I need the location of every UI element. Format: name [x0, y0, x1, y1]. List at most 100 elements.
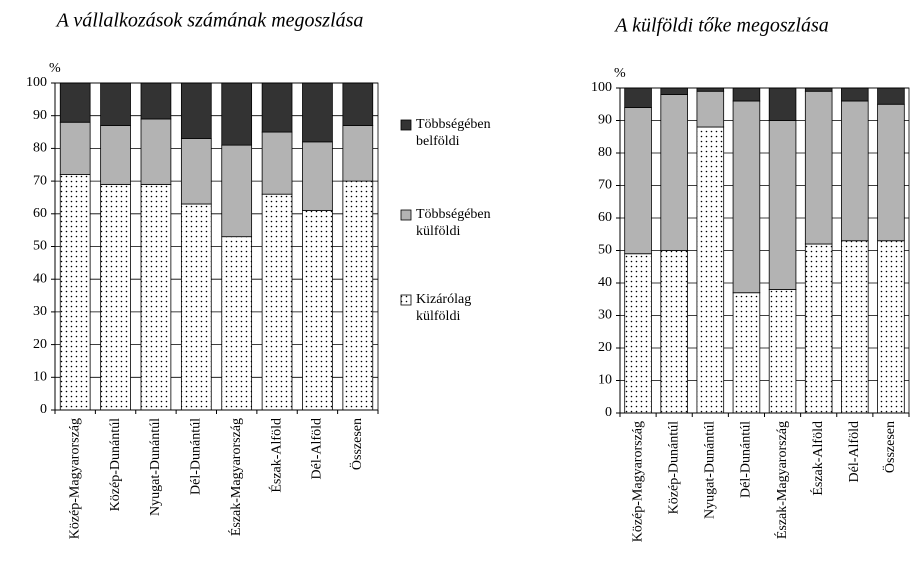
- x-tick-label: Nyugat-Dunántúl: [148, 418, 163, 516]
- x-tick-label: Közép-Dunántúl: [108, 418, 123, 511]
- y-tick-label: 90: [598, 113, 612, 128]
- y-tick-label: 10: [33, 370, 47, 385]
- bar-segment: [180, 82, 212, 139]
- bar-segment: [804, 243, 833, 414]
- y-axis-label: %: [614, 66, 626, 81]
- x-tick-label: Észak-Magyarország: [773, 421, 790, 539]
- y-tick-label: 80: [598, 145, 612, 160]
- bar-segment: [302, 210, 333, 411]
- x-tick-label: Közép-Magyarország: [630, 421, 645, 542]
- bar-segment: [261, 131, 293, 195]
- bar-segment: [140, 82, 172, 120]
- y-tick-label: 100: [591, 80, 612, 95]
- bar-segment: [221, 144, 253, 238]
- y-tick-label: 70: [598, 178, 612, 193]
- bar-segment: [180, 203, 212, 411]
- bar-segment: [624, 87, 652, 108]
- y-tick-label: 90: [33, 108, 47, 123]
- bar-segment: [140, 183, 172, 411]
- y-tick-label: 100: [26, 75, 47, 90]
- bar-segment: [342, 82, 374, 126]
- bar-segment: [59, 82, 91, 123]
- bar-segment: [877, 103, 905, 242]
- bar-segment: [841, 240, 869, 414]
- bar-segment: [180, 138, 212, 205]
- y-tick-label: 60: [33, 206, 47, 221]
- bar-segment: [804, 87, 833, 92]
- bar-segment: [302, 141, 333, 211]
- y-tick-label: 40: [598, 275, 612, 290]
- y-tick-label: 0: [605, 405, 612, 420]
- bar-segment: [624, 107, 652, 255]
- chart-title: A külföldi tőke megoszlása: [613, 15, 829, 37]
- x-tick-label: Dél-Alföld: [847, 421, 862, 482]
- x-tick-label: Dél-Alföld: [310, 418, 325, 479]
- bar-segment: [877, 240, 905, 414]
- bar-segment: [302, 82, 333, 143]
- x-tick-label: Közép-Magyarország: [67, 418, 82, 539]
- bar-segment: [732, 87, 761, 102]
- bar-segment: [261, 193, 293, 411]
- y-tick-label: 20: [33, 337, 47, 352]
- bar-segment: [768, 87, 797, 121]
- y-tick-label: 30: [33, 304, 47, 319]
- x-tick-label: Észak-Alföld: [267, 418, 284, 493]
- bar-segment: [696, 126, 725, 414]
- y-tick-label: 40: [33, 271, 47, 286]
- y-tick-label: 80: [33, 141, 47, 156]
- bar-segment: [100, 82, 131, 126]
- bar-segment: [696, 87, 725, 92]
- chart-title: A vállalkozások számának megoszlása: [55, 10, 364, 32]
- bar-segment: [342, 180, 374, 411]
- bar-segment: [696, 90, 725, 128]
- y-tick-label: 70: [33, 173, 47, 188]
- y-tick-label: 10: [598, 373, 612, 388]
- x-tick-label: Dél-Dunántúl: [739, 421, 754, 498]
- bar-segment: [140, 118, 172, 185]
- y-axis-label: %: [49, 61, 61, 76]
- bar-segment: [660, 87, 688, 95]
- legend-swatch: [400, 119, 412, 131]
- bar-segment: [732, 292, 761, 414]
- bar-segment: [660, 250, 688, 414]
- legend-label: Többségében belföldi: [416, 117, 491, 149]
- bar-segment: [768, 120, 797, 290]
- y-tick-label: 50: [598, 243, 612, 258]
- y-tick-label: 50: [33, 239, 47, 254]
- legend-swatch: [400, 294, 412, 306]
- y-tick-label: 20: [598, 340, 612, 355]
- x-tick-label: Közép-Dunántúl: [666, 421, 681, 514]
- bar-segment: [877, 87, 905, 105]
- x-tick-label: Összesen: [348, 418, 365, 470]
- bar-segment: [100, 125, 131, 185]
- bar-segment: [221, 236, 253, 411]
- plot-frame: [54, 82, 379, 411]
- legend-label: Kizárólag külföldi: [416, 292, 472, 324]
- x-tick-label: Nyugat-Dunántúl: [703, 421, 718, 519]
- y-tick-label: 60: [598, 210, 612, 225]
- bar-segment: [624, 253, 652, 414]
- bar-segment: [841, 87, 869, 102]
- bar-segment: [732, 100, 761, 294]
- bar-segment: [100, 183, 131, 411]
- y-tick-label: 30: [598, 308, 612, 323]
- bar-segment: [221, 82, 253, 146]
- bar-segment: [342, 125, 374, 182]
- bar-segment: [804, 90, 833, 245]
- bar-segment: [841, 100, 869, 242]
- bar-segment: [59, 121, 91, 175]
- legend-swatch: [400, 209, 412, 221]
- y-tick-label: 0: [40, 402, 47, 417]
- bar-segment: [768, 289, 797, 414]
- x-tick-label: Észak-Magyarország: [227, 418, 244, 536]
- bar-segment: [59, 174, 91, 411]
- legend-label: Többségében külföldi: [416, 207, 491, 239]
- plot-frame: [619, 87, 910, 414]
- x-tick-label: Dél-Dunántúl: [189, 418, 204, 495]
- x-tick-label: Észak-Alföld: [809, 421, 826, 496]
- bar-segment: [261, 82, 293, 133]
- x-tick-label: Összesen: [881, 421, 898, 473]
- bar-segment: [660, 94, 688, 251]
